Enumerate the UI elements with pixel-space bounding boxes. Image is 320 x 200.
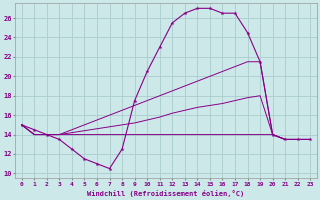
X-axis label: Windchill (Refroidissement éolien,°C): Windchill (Refroidissement éolien,°C)	[87, 190, 244, 197]
